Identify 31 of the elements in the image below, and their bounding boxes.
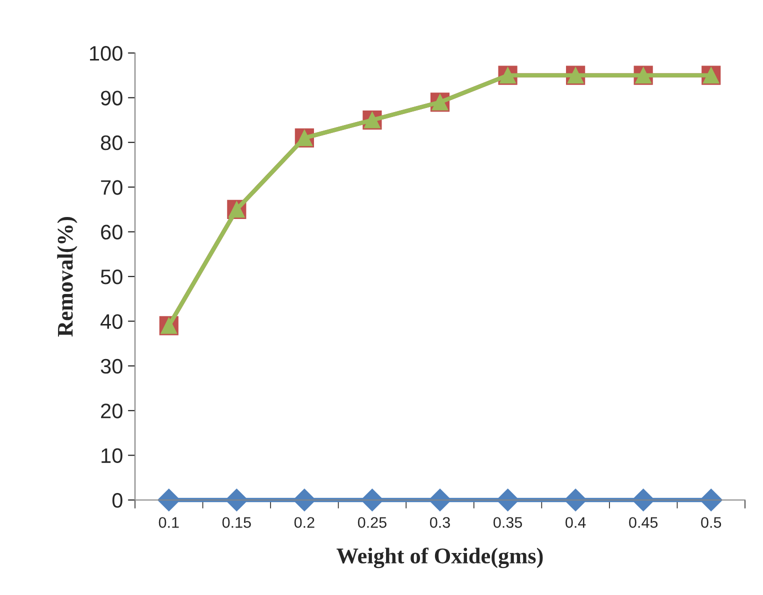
y-tick-label: 50 [100,270,122,284]
y-tick-label: 40 [100,314,122,329]
y-tick-label: 10 [102,448,122,464]
y-tick-label: 70 [101,180,122,195]
point [632,488,655,512]
y-tick-label: 20 [101,404,122,418]
point [158,488,180,512]
x-tick-label: 0.1 [158,517,179,528]
y-tick-label: 80 [100,135,122,150]
point [496,488,520,512]
point [360,488,384,512]
x-tick-label: 0.4 [566,517,586,528]
point [428,488,452,512]
point [293,488,316,512]
y-axis-title: Removal(%) [57,217,78,337]
x-axis-title: Weight of Oxide(gms) [336,548,543,568]
x-tick-label: 0.15 [222,517,251,528]
point [564,488,587,512]
x-tick-label: 0.25 [358,517,386,528]
x-tick-label: 0.35 [494,517,522,528]
point [700,488,722,512]
x-tick-label: 0.5 [701,517,722,528]
y-tick-label: 100 [90,46,122,61]
x-tick-label: 0.45 [629,517,658,528]
y-tick-label: 90 [101,90,122,106]
x-tick-label: 0.2 [294,517,314,528]
y-tick-label: 60 [101,224,122,240]
x-tick-label: 0.3 [430,517,450,528]
y-tick-label: 30 [100,358,122,374]
point [225,488,248,512]
y-tick-label: 0 [112,493,122,508]
